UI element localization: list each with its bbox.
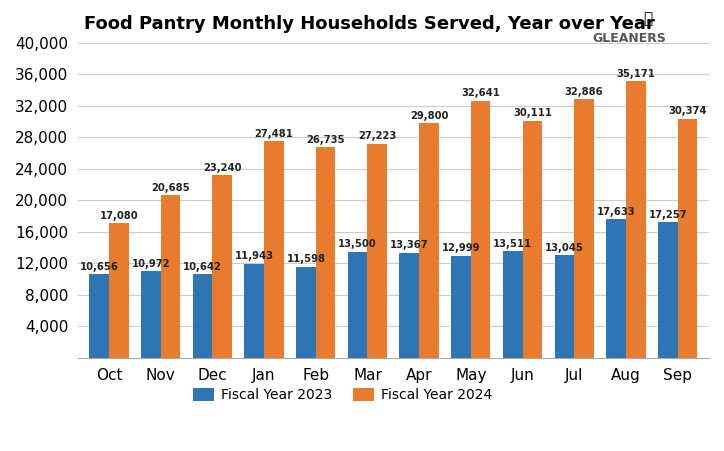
Text: 20,685: 20,685 <box>151 183 190 193</box>
Text: 30,374: 30,374 <box>668 106 707 116</box>
Bar <box>503 252 523 358</box>
Text: 35,171: 35,171 <box>616 69 655 78</box>
Bar <box>574 99 594 358</box>
Bar <box>193 274 212 358</box>
Text: 27,481: 27,481 <box>254 129 293 139</box>
Bar <box>471 101 490 358</box>
Text: 13,367: 13,367 <box>390 240 429 250</box>
Text: Food Pantry Monthly Households Served, Year over Year: Food Pantry Monthly Households Served, Y… <box>84 15 655 33</box>
Text: 17,080: 17,080 <box>99 211 138 221</box>
Text: 26,735: 26,735 <box>306 135 345 145</box>
Bar <box>212 175 232 358</box>
Bar <box>89 274 109 358</box>
Bar <box>245 264 264 358</box>
Bar <box>141 272 161 358</box>
Text: GLEANERS: GLEANERS <box>592 32 666 45</box>
Bar <box>400 253 419 358</box>
Bar <box>348 252 368 358</box>
Text: 29,800: 29,800 <box>410 111 448 121</box>
Text: 17,633: 17,633 <box>597 207 636 216</box>
Bar <box>109 223 129 358</box>
Text: 12,999: 12,999 <box>442 243 480 253</box>
Bar <box>368 143 387 358</box>
Bar <box>451 256 471 358</box>
Bar <box>606 219 626 358</box>
Bar <box>555 255 574 358</box>
Text: 🥣: 🥣 <box>644 11 652 26</box>
Bar <box>626 81 646 358</box>
Text: 11,598: 11,598 <box>287 254 325 264</box>
Bar <box>658 222 678 358</box>
Bar <box>523 121 542 358</box>
Text: 13,500: 13,500 <box>338 239 377 249</box>
Text: 30,111: 30,111 <box>513 108 552 119</box>
Text: 27,223: 27,223 <box>358 131 397 141</box>
Bar <box>316 147 335 358</box>
Text: 17,257: 17,257 <box>649 210 687 220</box>
Legend: Fiscal Year 2023, Fiscal Year 2024: Fiscal Year 2023, Fiscal Year 2024 <box>188 382 498 408</box>
Text: 10,642: 10,642 <box>183 262 222 272</box>
Text: 23,240: 23,240 <box>203 162 241 173</box>
Text: 13,045: 13,045 <box>545 243 584 253</box>
Bar <box>161 195 180 358</box>
Bar <box>296 267 316 358</box>
Text: 10,656: 10,656 <box>80 262 119 272</box>
Text: 32,641: 32,641 <box>461 88 500 98</box>
Text: 13,511: 13,511 <box>493 239 532 249</box>
Bar <box>678 119 697 358</box>
Text: 11,943: 11,943 <box>235 252 274 262</box>
Text: 10,972: 10,972 <box>132 259 170 269</box>
Bar <box>264 142 284 358</box>
Bar <box>419 123 439 358</box>
Text: 32,886: 32,886 <box>565 87 603 97</box>
